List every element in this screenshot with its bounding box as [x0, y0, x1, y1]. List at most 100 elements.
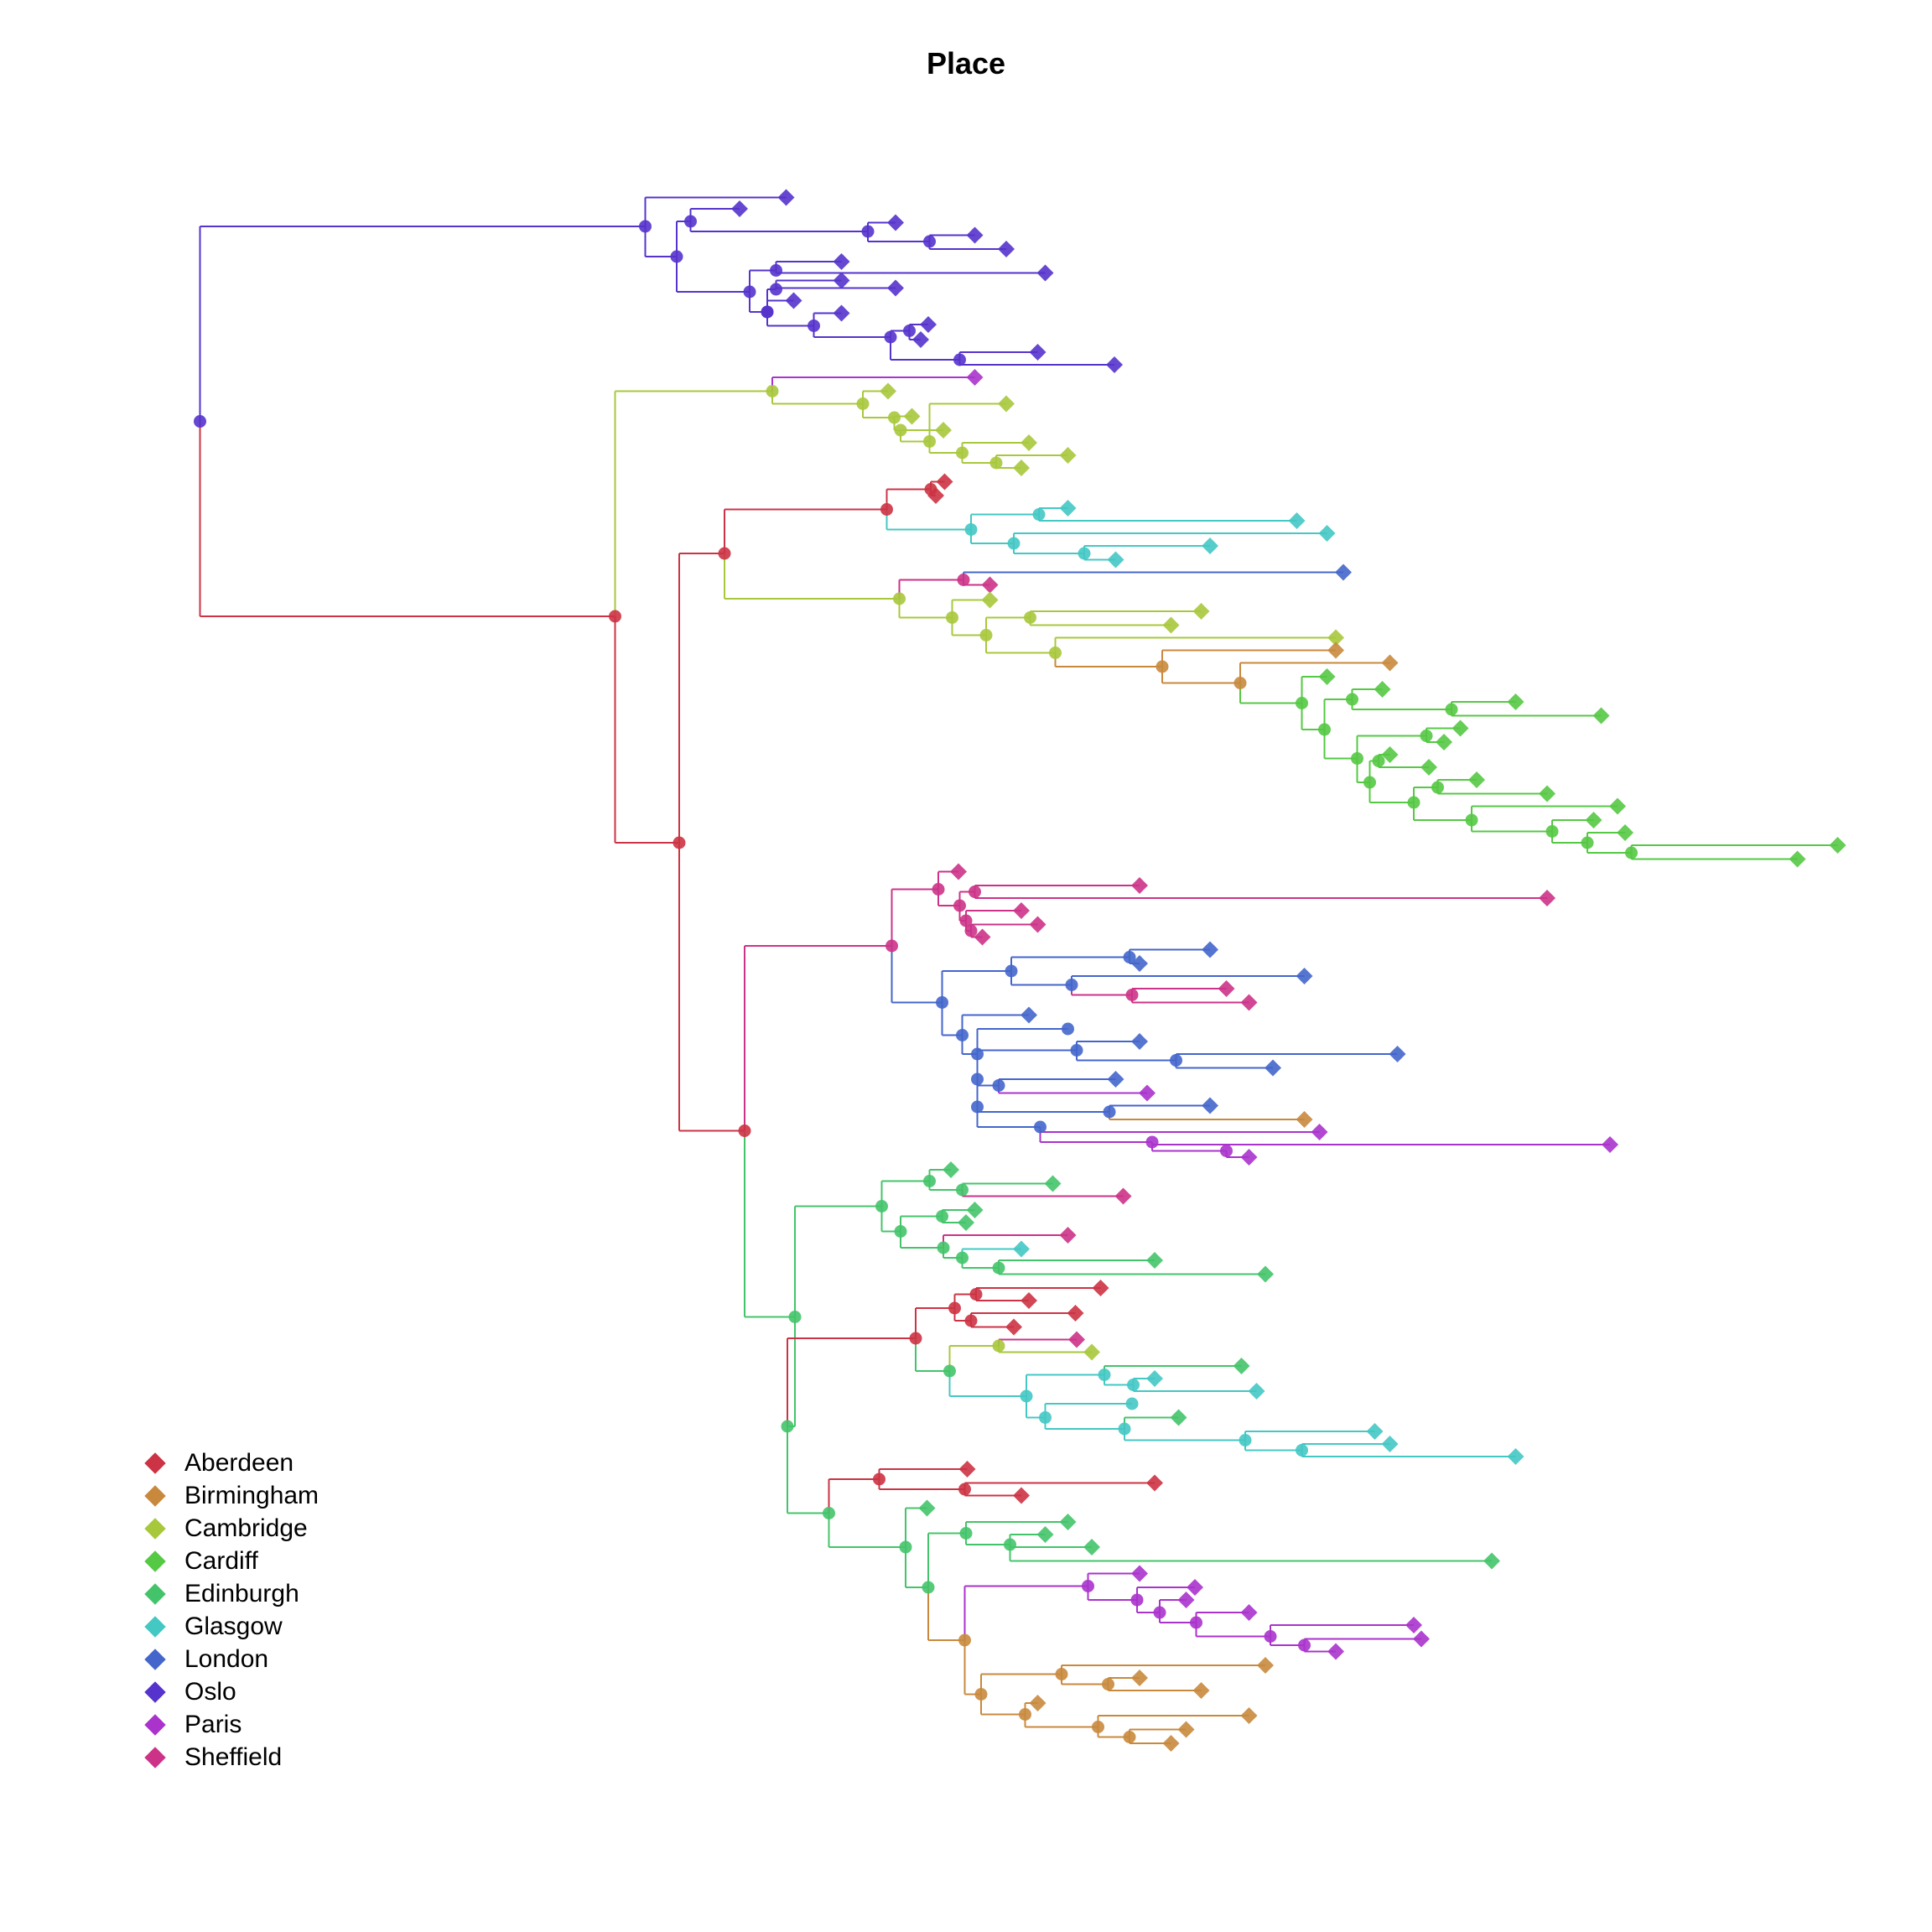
internal-node-14: [989, 456, 1003, 470]
internal-node-97: [1004, 1538, 1016, 1551]
internal-node-54: [932, 883, 945, 896]
tip-marker-4: [998, 241, 1015, 257]
internal-node-120: [194, 415, 206, 428]
tip-marker-73: [1602, 1136, 1618, 1153]
tip-marker-82: [1146, 1252, 1163, 1269]
tip-marker-16: [880, 382, 896, 400]
legend-label-sheffield: Sheffield: [184, 1742, 283, 1771]
internal-node-49: [718, 547, 731, 560]
internal-node-19: [856, 397, 870, 410]
tip-marker-70: [1202, 1097, 1218, 1114]
internal-node-48: [893, 592, 906, 605]
tip-marker-11: [920, 316, 937, 333]
tip-marker-41: [1592, 707, 1610, 724]
tip-marker-85: [1021, 1292, 1037, 1309]
internal-node-73: [956, 1183, 969, 1197]
internal-node-26: [880, 503, 893, 516]
tip-marker-105: [1131, 1565, 1148, 1582]
internal-node-36: [1545, 825, 1559, 838]
tip-marker-10: [833, 304, 850, 322]
tip-marker-56: [1013, 902, 1030, 919]
tip-marker-102: [1036, 1526, 1054, 1543]
tip-marker-97: [958, 1461, 976, 1478]
tip-marker-74: [1240, 1149, 1258, 1166]
tip-marker-45: [1420, 759, 1437, 776]
internal-node-12: [670, 250, 683, 263]
tip-marker-30: [981, 576, 999, 594]
tip-marker-67: [1265, 1059, 1281, 1077]
tip-marker-53: [950, 863, 967, 880]
tip-marker-72: [1311, 1124, 1328, 1140]
tip-marker-37: [1381, 654, 1399, 672]
internal-node-67: [971, 1100, 984, 1114]
internal-node-90: [1118, 1422, 1131, 1436]
internal-node-72: [886, 939, 898, 953]
tip-marker-108: [1240, 1604, 1258, 1621]
internal-node-68: [971, 1072, 984, 1086]
internal-node-101: [1190, 1616, 1202, 1629]
legend-swatch-cardiff: [144, 1550, 166, 1572]
internal-node-66: [1034, 1120, 1046, 1134]
internal-node-106: [1055, 1668, 1068, 1680]
internal-node-55: [1123, 951, 1136, 963]
internal-node-34: [1625, 846, 1638, 860]
legend-item-cardiff: Cardiff: [143, 1545, 319, 1577]
internal-node-53: [953, 899, 966, 912]
internal-node-110: [974, 1688, 988, 1701]
tip-marker-57: [1029, 916, 1046, 933]
internal-node-71: [936, 996, 948, 1009]
tip-marker-54: [1131, 877, 1148, 894]
internal-node-16: [923, 435, 936, 448]
legend-item-london: London: [143, 1643, 319, 1675]
tip-marker-101: [1059, 1514, 1077, 1530]
tip-marker-62: [1218, 980, 1235, 997]
tip-marker-112: [1257, 1657, 1274, 1674]
tip-marker-48: [1609, 797, 1626, 815]
tip-marker-22: [1013, 460, 1030, 476]
internal-node-47: [946, 611, 958, 624]
internal-node-96: [873, 1472, 886, 1486]
internal-node-50: [969, 886, 981, 898]
chart-title: Place: [926, 46, 1006, 80]
internal-node-70: [956, 1029, 969, 1041]
tip-marker-92: [1248, 1383, 1265, 1400]
tip-marker-6: [1036, 264, 1054, 282]
tip-marker-5: [833, 253, 850, 270]
internal-node-30: [1346, 693, 1358, 706]
internal-node-8: [808, 319, 820, 332]
legend-label-birmingham: Birmingham: [184, 1481, 319, 1509]
internal-node-92: [1020, 1389, 1033, 1403]
tip-marker-64: [1021, 1006, 1037, 1024]
tip-marker-2: [887, 214, 904, 231]
tip-marker-88: [1068, 1331, 1085, 1348]
legend-item-birmingham: Birmingham: [143, 1479, 319, 1512]
internal-node-84: [992, 1339, 1005, 1353]
internal-node-38: [1407, 796, 1420, 809]
internal-node-7: [884, 330, 897, 344]
legend-swatch-glasgow: [144, 1615, 166, 1638]
tree-nodes: [194, 215, 1638, 1743]
tip-marker-20: [1021, 434, 1037, 451]
legend-item-cambridge: Cambridge: [143, 1512, 319, 1545]
legend-item-oslo: Oslo: [143, 1675, 319, 1708]
tip-marker-107: [1177, 1592, 1195, 1608]
internal-node-102: [1153, 1606, 1166, 1619]
internal-node-4: [770, 283, 782, 296]
tip-marker-55: [1539, 890, 1555, 906]
internal-node-62: [992, 1079, 1005, 1092]
tip-marker-65: [1131, 1033, 1148, 1050]
tip-marker-15: [966, 369, 984, 386]
legend-label-paris: Paris: [184, 1710, 242, 1738]
internal-node-10: [761, 305, 774, 319]
tip-marker-61: [1296, 968, 1313, 984]
internal-node-114: [823, 1507, 835, 1519]
internal-node-35: [1581, 836, 1594, 849]
tip-marker-39: [1374, 681, 1391, 698]
tip-marker-12: [912, 331, 929, 348]
internal-node-93: [943, 1364, 956, 1378]
tip-marker-24: [927, 487, 944, 504]
tip-marker-51: [1829, 837, 1846, 854]
internal-node-23: [1078, 547, 1091, 560]
